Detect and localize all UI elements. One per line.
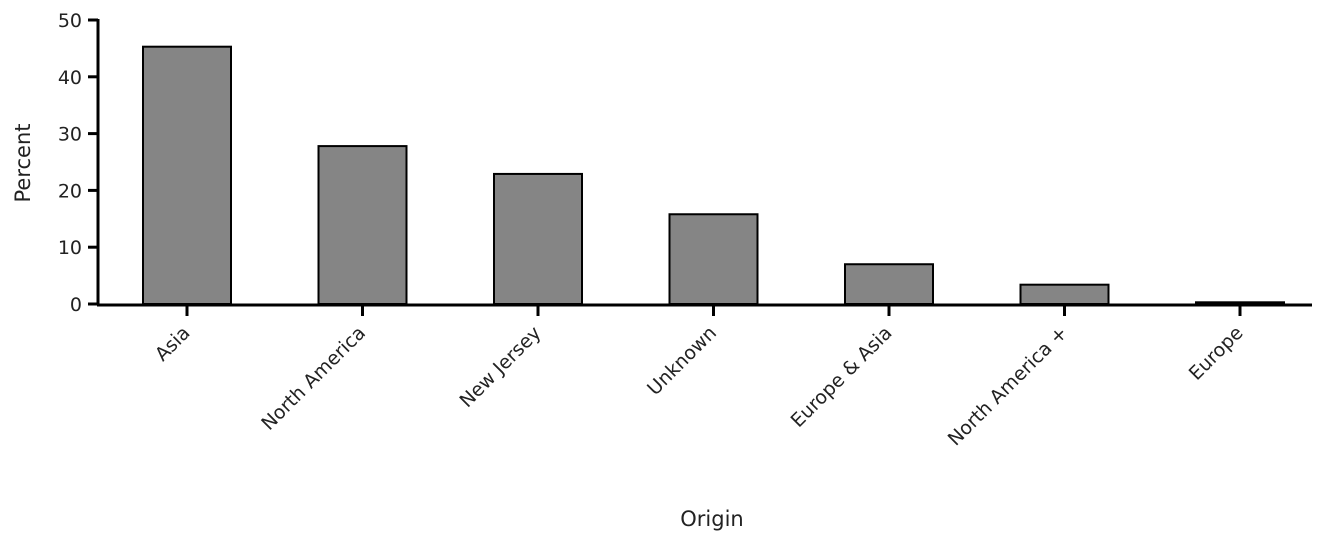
bar: [668, 213, 759, 305]
y-axis: 0 10 20 30 40 50: [58, 10, 100, 316]
y-tick-label: 50: [58, 10, 82, 32]
bar: [844, 263, 934, 305]
bar: [493, 172, 583, 305]
bar: [1019, 283, 1110, 305]
y-tick-label: 10: [58, 237, 82, 259]
x-tick-label: North America: [257, 322, 370, 435]
y-tick-label: 40: [58, 67, 82, 89]
x-axis-title: Origin: [680, 507, 743, 531]
y-tick-label: 30: [58, 124, 82, 146]
bar: [142, 45, 232, 305]
x-tick-label: Europe: [1185, 322, 1248, 385]
x-tick-label: New Jersey: [455, 322, 545, 412]
x-tick-label: Unknown: [643, 322, 721, 400]
x-tick-label: Europe & Asia: [787, 322, 897, 432]
y-tick-label: 20: [58, 180, 82, 202]
bar: [317, 145, 408, 305]
x-tick-label: Asia: [151, 322, 195, 366]
bars: [142, 45, 1285, 305]
x-tick-label: North America +: [944, 322, 1072, 450]
y-axis-title: Percent: [11, 123, 35, 202]
x-axis: Asia North America New Jersey Unknown Europe…: [97, 303, 1312, 450]
y-tick-label: 0: [70, 294, 82, 316]
